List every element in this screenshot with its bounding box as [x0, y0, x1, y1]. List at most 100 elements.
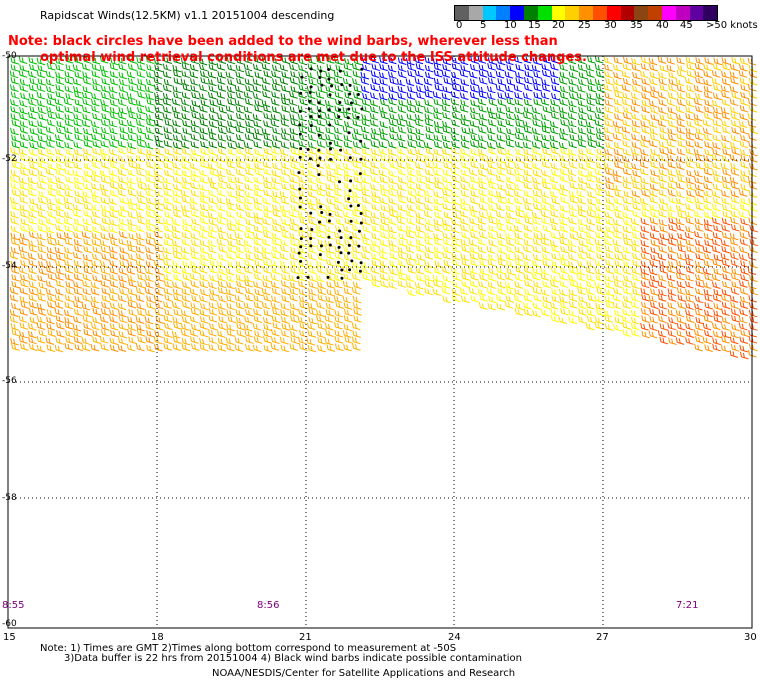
- wind-barb: [468, 287, 478, 295]
- wind-barb: [144, 267, 154, 275]
- wind-barb: [676, 69, 686, 78]
- wind-barb: [641, 189, 650, 198]
- wind-barb: [234, 85, 244, 93]
- wind-barb: [28, 266, 37, 275]
- wind-barb: [677, 245, 687, 253]
- wind-barb: [604, 281, 614, 289]
- wind-barb: [73, 162, 82, 170]
- wind-barb: [632, 169, 641, 178]
- wind-barb: [38, 260, 47, 269]
- wind-barb: [308, 274, 317, 282]
- wind-barb: [731, 280, 740, 289]
- wind-barb: [235, 161, 245, 169]
- wind-barb: [28, 287, 38, 296]
- wind-barb: [704, 141, 713, 149]
- wind-barb: [515, 120, 524, 128]
- wind-barb: [73, 218, 83, 227]
- wind-barb: [117, 302, 127, 311]
- wind-barb: [280, 197, 290, 205]
- wind-barb: [577, 287, 586, 296]
- wind-barb: [91, 56, 101, 65]
- wind-barb: [225, 105, 235, 113]
- wind-barb: [424, 113, 434, 122]
- wind-barb: [362, 225, 372, 233]
- wind-barb: [234, 294, 244, 303]
- wind-barb: [486, 85, 496, 94]
- wind-barb: [387, 217, 397, 226]
- wind-barb: [11, 161, 21, 170]
- wind-barb: [10, 147, 19, 155]
- lon-label-15: 15: [3, 632, 16, 643]
- wind-barb: [731, 147, 740, 156]
- wind-barb: [90, 190, 100, 198]
- wind-barb: [603, 113, 613, 121]
- wind-barb: [127, 295, 136, 303]
- wind-barb: [92, 274, 101, 283]
- wind-barb: [108, 197, 118, 205]
- wind-barb: [379, 63, 388, 72]
- wind-barb: [631, 57, 640, 66]
- wind-barb: [748, 169, 757, 178]
- wind-barb: [659, 64, 669, 73]
- wind-barb: [74, 295, 83, 304]
- wind-barb: [253, 308, 262, 317]
- wind-barb: [405, 210, 415, 218]
- wind-barb: [9, 70, 19, 79]
- wind-barb: [280, 238, 289, 247]
- wind-barb: [180, 189, 190, 198]
- wind-barb: [56, 126, 65, 135]
- wind-barb: [649, 91, 659, 99]
- wind-barb: [334, 288, 343, 297]
- wind-barb: [37, 239, 46, 247]
- wind-barb: [695, 266, 704, 275]
- wind-barb: [558, 141, 568, 150]
- wind-barb: [145, 203, 155, 212]
- contamination-dot: [338, 100, 342, 104]
- wind-barb: [72, 209, 82, 218]
- wind-barb: [712, 126, 722, 134]
- wind-barb: [362, 57, 371, 65]
- wind-barb: [531, 211, 541, 220]
- wind-barb: [460, 295, 470, 304]
- wind-barb: [433, 148, 443, 157]
- wind-barb: [729, 238, 739, 246]
- wind-barb: [334, 210, 343, 219]
- wind-barb: [478, 64, 488, 72]
- wind-barb: [216, 217, 226, 225]
- wind-barb: [739, 336, 749, 344]
- wind-barb: [649, 154, 659, 163]
- wind-barb: [595, 231, 604, 240]
- wind-barb: [549, 141, 559, 150]
- wind-barb: [326, 267, 335, 276]
- wind-barb: [90, 295, 100, 304]
- wind-barb: [487, 281, 497, 289]
- wind-barb: [127, 211, 137, 219]
- wind-barb: [693, 210, 703, 219]
- wind-barb: [235, 141, 244, 150]
- wind-barb: [334, 309, 344, 318]
- wind-barb: [569, 279, 578, 288]
- wind-barb: [424, 161, 434, 169]
- wind-barb: [172, 343, 182, 351]
- wind-barb: [317, 344, 326, 353]
- wind-barb: [56, 182, 65, 191]
- wind-barb: [208, 266, 218, 274]
- wind-barb: [721, 280, 731, 289]
- wind-barb: [207, 162, 217, 171]
- wind-barb: [28, 210, 37, 219]
- wind-barb: [495, 63, 505, 72]
- wind-barb: [289, 218, 299, 226]
- wind-barb: [361, 245, 371, 254]
- wind-barb: [108, 140, 118, 149]
- wind-barb: [542, 105, 552, 114]
- wind-barb: [622, 140, 631, 148]
- wind-barb: [540, 91, 550, 100]
- wind-barb: [704, 302, 714, 310]
- wind-barb: [99, 315, 109, 324]
- wind-barb: [442, 238, 452, 246]
- wind-barb: [343, 63, 352, 71]
- wind-barb: [137, 126, 146, 135]
- wind-barb: [703, 203, 712, 211]
- wind-barb: [63, 196, 73, 205]
